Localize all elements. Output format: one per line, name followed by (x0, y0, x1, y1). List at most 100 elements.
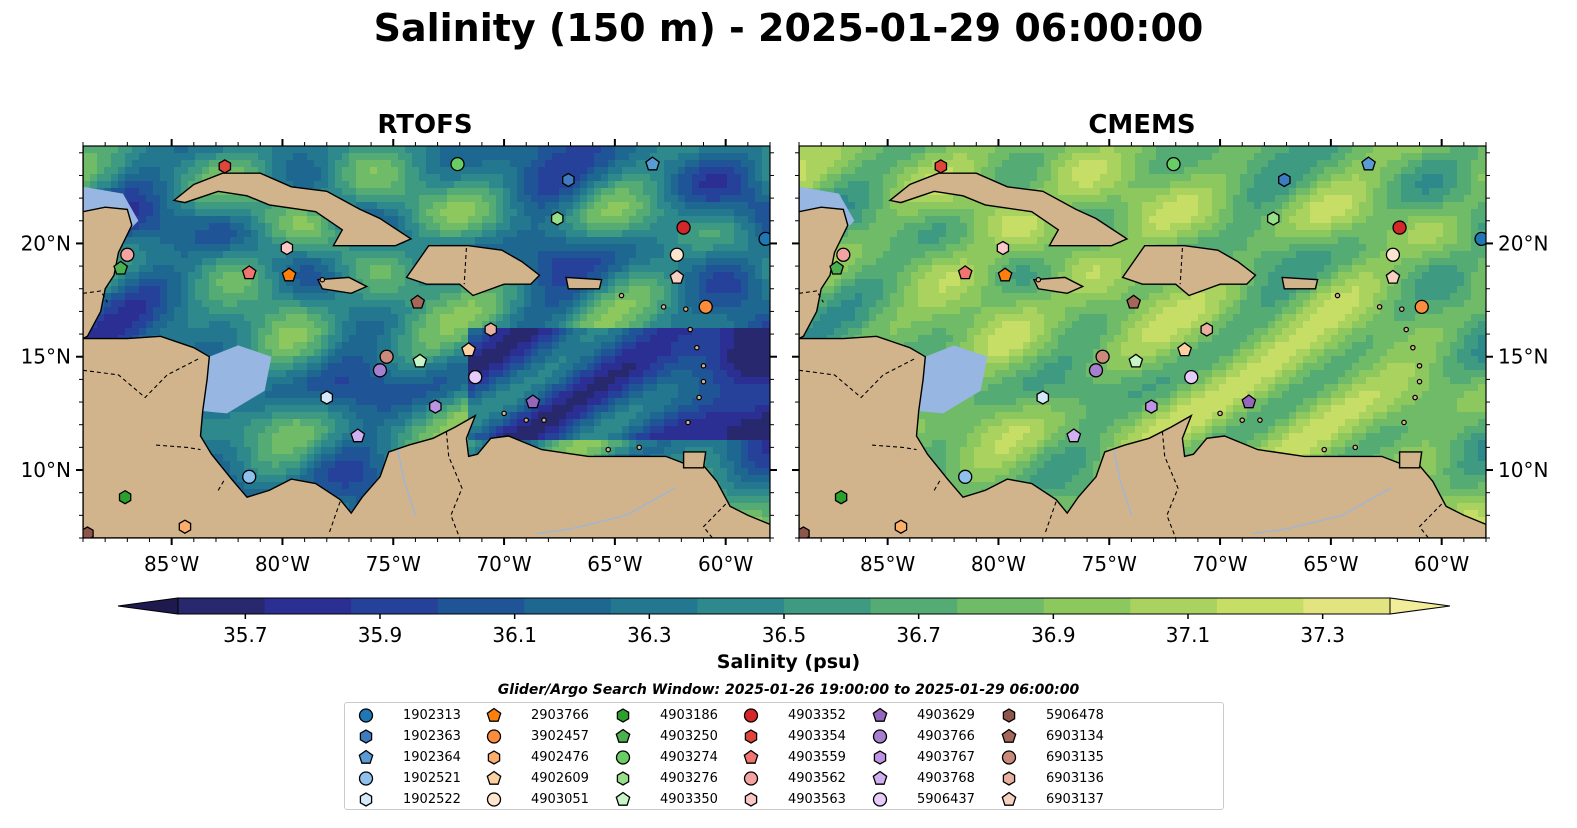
colorbar-segment (178, 598, 266, 614)
legend-marker-icon (872, 792, 888, 807)
legend-marker-icon (615, 791, 631, 806)
legend-marker (872, 792, 888, 807)
legend-marker-icon (1002, 708, 1016, 723)
legend: 1902313 1902363 1902364 1902521 1902522 29037… (344, 702, 1224, 810)
float-marker-6903137 (669, 269, 685, 284)
legend-label: 4903563 (788, 792, 846, 807)
float-marker-5906437 (468, 369, 483, 385)
float-marker-4903276 (1266, 211, 1280, 226)
shelf-mask (918, 345, 988, 414)
land-jamaica (316, 276, 369, 295)
colorbar-segment (524, 598, 612, 614)
float-marker-4903250 (829, 260, 845, 275)
island (700, 362, 707, 369)
legend-title: Glider/Argo Search Window: 2025-01-26 19… (497, 682, 1080, 698)
float-marker-4903186 (834, 489, 848, 505)
legend-label: 5906478 (1046, 708, 1104, 723)
island (1035, 276, 1042, 283)
legend-label: 6903135 (1046, 750, 1104, 765)
legend-label: 4903354 (788, 729, 846, 744)
land-puertorico (1281, 276, 1319, 290)
float-marker-5906437 (1184, 369, 1199, 385)
island (1334, 292, 1341, 299)
float-marker-4903350 (412, 353, 428, 368)
country-border (799, 290, 824, 303)
country-border (156, 444, 201, 451)
island (685, 419, 691, 426)
colorbar-tick-label: 37.3 (1300, 623, 1345, 647)
colorbar-segment (264, 598, 352, 614)
island (1412, 394, 1418, 401)
float-marker-4903562 (120, 247, 135, 262)
legend-marker-icon (872, 707, 888, 722)
legend-label: 2903766 (531, 708, 589, 723)
legend-marker (358, 749, 374, 764)
island (660, 304, 667, 310)
legend-label: 4903051 (531, 792, 589, 807)
legend-marker-icon (1002, 771, 1016, 786)
island (1401, 419, 1407, 426)
float-marker-4903562 (836, 247, 851, 262)
float-marker-6903134 (1126, 294, 1142, 309)
float-marker-1902313 (758, 231, 770, 247)
island (1403, 326, 1410, 333)
lat-tick-label: 10°N (1498, 458, 1548, 482)
lon-tick-label: 75°W (1082, 552, 1137, 576)
axis-ticks (76, 139, 777, 545)
legend-marker-icon (744, 729, 758, 744)
float-marker-4903629 (525, 394, 541, 409)
island (1410, 344, 1416, 351)
colorbar-tick-label: 36.1 (492, 623, 537, 647)
colorbar-segment (1043, 598, 1131, 614)
float-marker-4902476 (178, 519, 192, 534)
lat-tick-label: 10°N (21, 458, 71, 482)
legend-label: 4902476 (531, 750, 589, 765)
map-frame (798, 145, 1487, 539)
legend-marker (616, 708, 630, 723)
legend-label: 6903136 (1046, 771, 1104, 786)
float-marker-6903137 (1385, 269, 1401, 284)
island (1352, 444, 1359, 451)
island (1217, 410, 1223, 417)
country-border (1179, 247, 1183, 285)
legend-label: 5906437 (917, 792, 975, 807)
float-marker-1902364 (645, 156, 660, 171)
legend-marker (616, 771, 630, 786)
float-marker-1902522 (320, 390, 334, 405)
float-marker-4903352 (676, 220, 691, 235)
island (541, 417, 547, 423)
legend-marker (486, 792, 502, 807)
legend-marker-icon (616, 771, 630, 786)
float-marker-4903768 (1066, 428, 1082, 443)
country-border (445, 431, 463, 538)
map-panel-rtofs: 85°W 80°W 75°W 70°W 65°W 60°W 10°N 15°N 20°N (21, 139, 777, 576)
island (1376, 304, 1383, 310)
float-marker-4903051 (1385, 247, 1401, 262)
lon-tick-label: 85°W (144, 552, 199, 576)
float-marker-1902363 (562, 172, 575, 188)
float-marker-4903766 (1088, 363, 1104, 378)
legend-marker (359, 729, 373, 744)
float-marker-1902364 (1361, 156, 1376, 171)
legend-marker (1001, 750, 1017, 765)
legend-marker (358, 708, 374, 723)
float-marker-4903250 (113, 260, 129, 275)
float-marker-4903563 (996, 240, 1010, 256)
float-marker-4903629 (1241, 394, 1257, 409)
legend-marker-icon (1001, 750, 1017, 765)
colorbar-tick-label: 36.9 (1031, 623, 1076, 647)
float-marker-4903354 (218, 159, 232, 174)
float-marker-1902521 (958, 469, 973, 484)
lon-tick-label: 80°W (971, 552, 1026, 576)
land-jamaica (1032, 276, 1085, 295)
legend-marker (743, 771, 759, 786)
island (1239, 417, 1246, 423)
legend-marker-icon (487, 750, 501, 765)
country-border (702, 503, 727, 538)
legend-marker (1001, 728, 1017, 743)
legend-label: 3902457 (531, 729, 589, 744)
float-marker-6903136 (1200, 322, 1214, 337)
colorbar-tick-label: 36.7 (896, 623, 941, 647)
float-marker-4903276 (550, 211, 564, 226)
legend-marker-icon (743, 749, 759, 764)
